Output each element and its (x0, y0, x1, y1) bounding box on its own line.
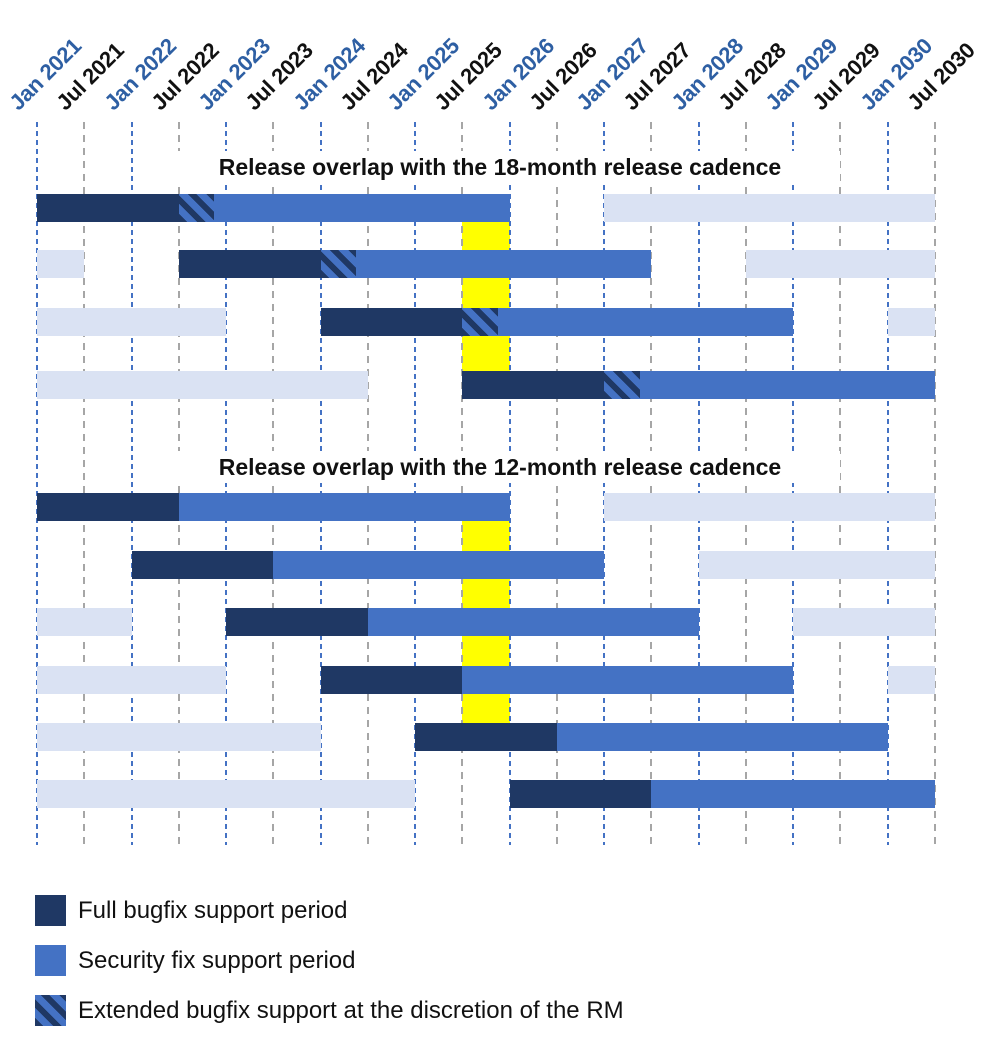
jul-gridline (555, 122, 558, 845)
jan-gridline (697, 122, 700, 845)
jul-gridline (650, 122, 653, 845)
bar-segment-full (462, 371, 605, 399)
bar-segment-extended (604, 371, 640, 399)
bar-segment-full (37, 194, 179, 222)
bar-segment-faded (37, 666, 227, 694)
jul-gridline (177, 122, 180, 845)
highlight-band (462, 222, 510, 371)
legend-item-security-fix: Security fix support period (35, 945, 624, 976)
section-title-12-month-cadence: Release overlap with the 12-month releas… (160, 451, 840, 483)
jan-gridline (36, 122, 38, 845)
bar-segment-faded (37, 250, 85, 278)
bar-segment-full (37, 493, 179, 521)
bar-segment-security (367, 608, 699, 636)
bar-segment-faded (37, 308, 227, 336)
bar-segment-faded (745, 250, 935, 278)
bar-segment-security (556, 723, 888, 751)
legend-label-full-bugfix: Full bugfix support period (78, 897, 348, 924)
bar-segment-full (131, 551, 274, 579)
legend-item-full-bugfix: Full bugfix support period (35, 895, 624, 926)
jul-gridline (461, 122, 464, 845)
security-fix-swatch (35, 945, 66, 976)
bar-segment-extended (462, 308, 498, 336)
jul-gridline (934, 122, 936, 845)
bar-segment-security (651, 780, 935, 808)
bar-segment-faded (37, 371, 368, 399)
bar-segment-faded (37, 608, 132, 636)
bar-segment-extended (178, 194, 215, 222)
bar-segment-faded (604, 493, 935, 521)
bar-segment-security (214, 194, 510, 222)
bar-segment-security (356, 250, 652, 278)
jan-gridline (414, 122, 417, 845)
bar-segment-faded (887, 666, 935, 694)
jan-gridline (792, 122, 795, 845)
extended-bugfix-hatched-swatch (35, 995, 66, 1026)
jul-gridline (366, 122, 369, 845)
jan-gridline (603, 122, 606, 845)
legend: Full bugfix support period Security fix … (35, 895, 624, 1045)
bar-segment-security (178, 493, 510, 521)
bar-segment-faded (793, 608, 935, 636)
jan-gridline (130, 122, 133, 845)
jul-gridline (839, 122, 842, 845)
full-bugfix-swatch (35, 895, 66, 926)
bar-segment-extended (320, 250, 357, 278)
jul-gridline (744, 122, 747, 845)
bar-segment-full (509, 780, 652, 808)
jul-gridline (83, 122, 86, 845)
bar-segment-faded (37, 780, 416, 808)
jan-gridline (508, 122, 511, 845)
bar-segment-security (462, 666, 794, 694)
bar-segment-faded (37, 723, 321, 751)
section-title-18-month-cadence: Release overlap with the 18-month releas… (160, 151, 840, 183)
jan-gridline (225, 122, 228, 845)
bar-segment-full (226, 608, 368, 636)
bar-segment-full (320, 666, 463, 694)
bar-segment-faded (887, 308, 935, 336)
bar-segment-full (320, 308, 463, 336)
bar-segment-security (639, 371, 935, 399)
legend-label-security-fix: Security fix support period (78, 947, 356, 974)
legend-item-extended-bugfix: Extended bugfix support at the discretio… (35, 995, 624, 1026)
bar-segment-full (415, 723, 557, 751)
bar-segment-faded (698, 551, 935, 579)
jan-gridline (886, 122, 889, 845)
bar-segment-security (497, 308, 794, 336)
bar-segment-full (178, 250, 321, 278)
bar-segment-security (273, 551, 605, 579)
legend-label-extended-bugfix: Extended bugfix support at the discretio… (78, 997, 624, 1024)
bar-segment-faded (604, 194, 935, 222)
jan-gridline (319, 122, 322, 845)
jul-gridline (272, 122, 275, 845)
